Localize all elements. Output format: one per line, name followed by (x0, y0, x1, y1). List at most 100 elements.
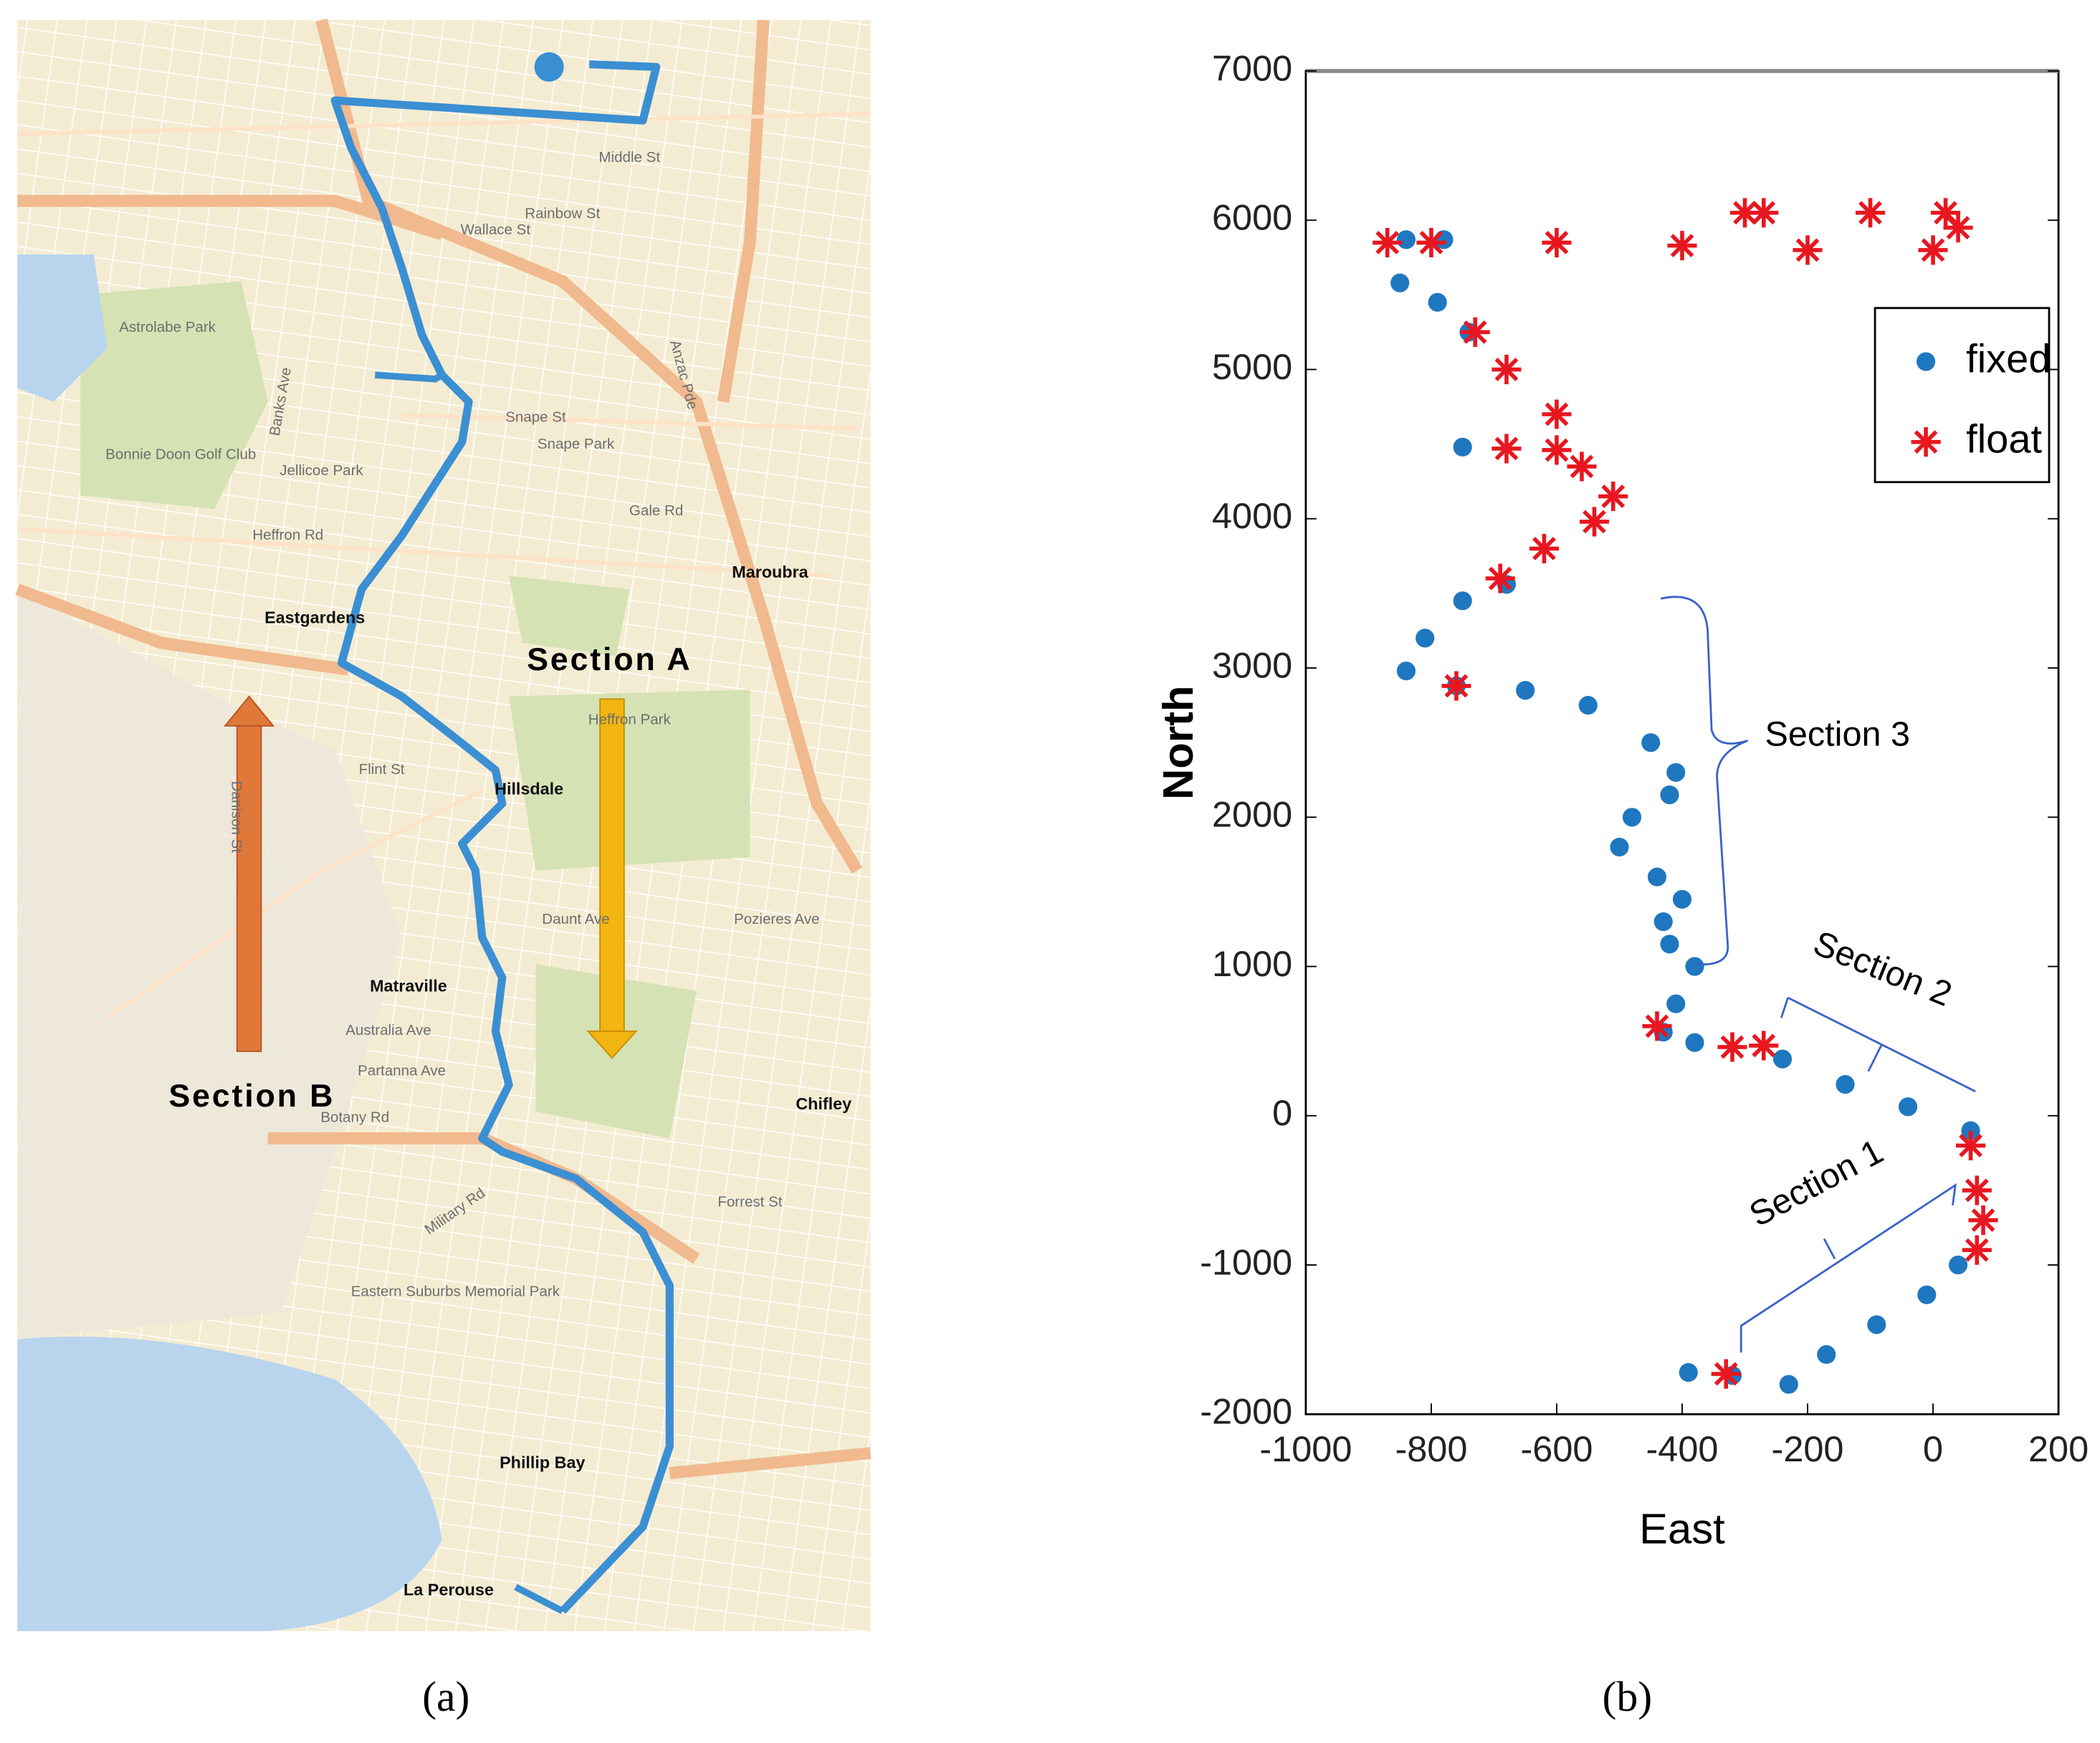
bracket (1660, 596, 1749, 966)
plot-frame (1304, 70, 2060, 1415)
section-label: Section B (168, 1077, 335, 1114)
point (1642, 1011, 1672, 1041)
point (1679, 1362, 1698, 1383)
point (1685, 957, 1704, 976)
y-tick-label: 3000 (1212, 644, 1292, 685)
industrial-area (17, 589, 402, 1340)
map-panel: Section A Section B Middle St Rainbow StW… (15, 18, 872, 1631)
section-label: Section A (527, 641, 692, 677)
x-tick-label: 0 (1923, 1428, 1943, 1469)
map-label: Danison St (228, 781, 244, 854)
map-label: Daunt Ave (542, 911, 609, 927)
point (1428, 292, 1447, 312)
map-label: Chifley (796, 1094, 851, 1113)
y-tick-label: -1000 (1200, 1241, 1292, 1282)
y-tick-label: -2000 (1200, 1391, 1292, 1432)
point (1516, 681, 1535, 700)
map-label: Hillsdale (495, 780, 563, 798)
point (1653, 912, 1673, 932)
map-label: Forrest St (717, 1193, 782, 1210)
point (1711, 1359, 1741, 1389)
x-axis-label: East (1639, 1504, 1725, 1552)
map-label: Snape St (505, 409, 566, 425)
point (1441, 671, 1471, 701)
map-label: Snape Park (538, 436, 615, 452)
map-label: Maroubra (732, 563, 808, 581)
point (1917, 1285, 1937, 1304)
point (1542, 399, 1572, 429)
y-tick-label: 4000 (1212, 495, 1292, 536)
point (1867, 1315, 1886, 1334)
x-tick-label: -1000 (1259, 1428, 1352, 1469)
point (1667, 231, 1697, 261)
point (1578, 696, 1598, 715)
point (1460, 317, 1490, 348)
route-start (534, 52, 564, 82)
point (1817, 1345, 1836, 1365)
point (1453, 437, 1472, 457)
point (1685, 1033, 1704, 1052)
map-label: Australia Ave (345, 1022, 431, 1038)
point (1647, 867, 1667, 887)
annotation: Section 1 (1743, 1132, 1889, 1235)
annotation: Section 2 (1808, 924, 1957, 1014)
point (1641, 733, 1661, 753)
route-line (330, 60, 674, 1614)
map-label: Eastern Suburbs Memorial Park (351, 1284, 560, 1300)
point (1660, 935, 1679, 954)
park (509, 576, 630, 656)
water (17, 1336, 442, 1631)
y-tick-label: 5000 (1212, 346, 1292, 387)
point (1492, 354, 1522, 385)
point (1968, 1205, 1998, 1236)
point (1749, 198, 1779, 228)
point (1955, 1130, 1986, 1160)
map-label: La Perouse (404, 1580, 494, 1599)
point (1453, 591, 1472, 611)
route-spur (514, 1584, 564, 1615)
map-label: Pozieres Ave (734, 911, 820, 927)
panel-label: (a) (422, 1673, 469, 1720)
map-label: Phillip Bay (500, 1453, 585, 1472)
x-tick-label: -800 (1395, 1428, 1467, 1469)
y-axis-label: North (1154, 685, 1202, 799)
y-tick-label: 0 (1272, 1092, 1292, 1133)
point (1672, 889, 1692, 909)
arrow-section-a (586, 698, 638, 1059)
map-label: Heffron Park (588, 712, 672, 728)
point (1598, 481, 1628, 512)
park (509, 689, 750, 871)
point (1666, 994, 1686, 1013)
point (1793, 235, 1823, 265)
minor-roads (17, 112, 871, 1020)
map-label: Heffron Rd (252, 527, 323, 543)
route-spur (374, 371, 444, 383)
point (1390, 273, 1410, 292)
point (1373, 227, 1403, 258)
route (330, 60, 674, 1615)
point (1542, 435, 1572, 465)
point (1542, 227, 1572, 258)
point (1918, 235, 1948, 265)
map-label: Gale Rd (629, 502, 683, 519)
x-tick-label: -600 (1520, 1428, 1593, 1469)
point (1930, 198, 1961, 228)
map-label: Botany Rd (320, 1109, 389, 1126)
scatter-plot: -1000 -800 -600 -400 -200 0 200-2000-100001000… (1154, 47, 2089, 1552)
point (1579, 507, 1610, 537)
point (1610, 837, 1629, 856)
point (1666, 763, 1686, 782)
point (1948, 1255, 1968, 1275)
point (1772, 1049, 1793, 1069)
map-label: Bonnie Doon Golf Club (105, 447, 256, 463)
y-tick-label: 6000 (1212, 197, 1292, 238)
park (80, 281, 268, 510)
point (1567, 452, 1597, 482)
bracket (1739, 1183, 1957, 1353)
bracket (1780, 996, 1976, 1093)
point (1529, 533, 1560, 563)
map-label: Jellicoe Park (280, 462, 363, 479)
arrow-section-b (223, 695, 275, 1052)
